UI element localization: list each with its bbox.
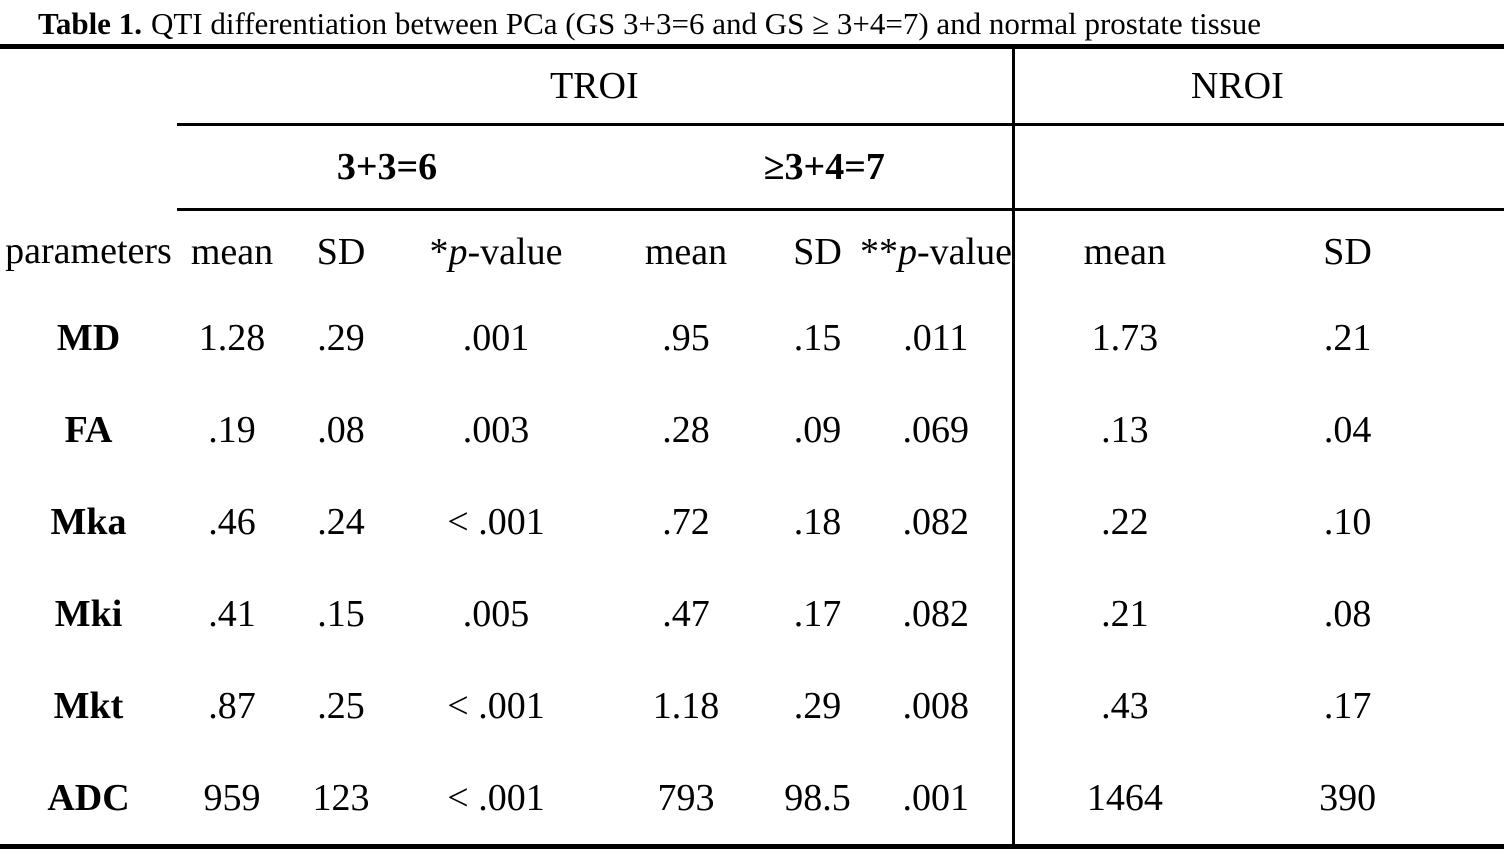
cell-troi6-mean: 959 xyxy=(203,777,261,819)
table-row-fa: FA .19 .08 .003 .28 .09 .069 .13 .04 xyxy=(0,384,1504,476)
pvalue-suffix: -value xyxy=(917,230,1012,273)
cell-troi6-sd: .24 xyxy=(317,501,365,543)
cell-troi6-pvalue: < .001 xyxy=(447,501,545,543)
cell-troi7-sd: 98.5 xyxy=(784,777,851,819)
caption-label: Table 1. xyxy=(38,6,142,41)
cell-troi7-pvalue: .001 xyxy=(860,752,1015,847)
cell-nroi-sd: .08 xyxy=(1323,593,1372,635)
cell-nroi-sd: .10 xyxy=(1323,501,1372,543)
cell-troi6-pvalue: < .001 xyxy=(447,777,545,819)
cell-troi6-mean: .19 xyxy=(208,409,256,451)
cell-nroi-mean: 1.73 xyxy=(1091,317,1159,359)
col-header-troi7-pvalue: **p-value xyxy=(860,209,1015,292)
cell-nroi-sd: .04 xyxy=(1323,409,1372,451)
subgroup-header-gs7: ≥3+4=7 xyxy=(597,124,1015,211)
cell-troi6-pvalue: .001 xyxy=(462,317,530,359)
cell-nroi-mean: .21 xyxy=(1101,593,1149,635)
table-row-mka: Mka .46 .24 < .001 .72 .18 .082 .22 .10 xyxy=(0,476,1504,568)
caption-text: QTI differentiation between PCa (GS 3+3=… xyxy=(150,6,1261,41)
header-spacer xyxy=(0,125,177,210)
header-spacer xyxy=(0,47,177,125)
row-label: Mka xyxy=(50,501,127,543)
cell-troi7-sd: .17 xyxy=(793,593,842,635)
cell-troi6-pvalue: .005 xyxy=(462,593,530,635)
cell-troi6-mean: .46 xyxy=(208,501,256,543)
table-row-adc: ADC 959 123 < .001 793 98.5 .001 1464 39… xyxy=(0,752,1504,847)
cell-nroi-mean: .43 xyxy=(1101,685,1149,727)
table-row-md: MD 1.28 .29 .001 .95 .15 .011 1.73 .21 xyxy=(0,292,1504,384)
col-header-troi6-mean: mean xyxy=(190,230,274,273)
pvalue-p: p xyxy=(898,230,917,273)
cell-nroi-sd: .21 xyxy=(1323,317,1372,359)
cell-troi7-mean: .72 xyxy=(662,501,710,543)
cell-nroi-mean: .13 xyxy=(1101,409,1149,451)
table-caption: Table 1. QTI differentiation between PCa … xyxy=(38,5,1261,43)
cell-troi7-pvalue: .011 xyxy=(860,292,1015,384)
row-label: Mkt xyxy=(53,685,124,727)
row-label: MD xyxy=(56,317,121,359)
cell-troi6-pvalue: .003 xyxy=(462,409,530,451)
cell-troi7-mean: .47 xyxy=(662,593,710,635)
pvalue-star: ** xyxy=(860,230,898,273)
cell-troi6-sd: .08 xyxy=(317,409,365,451)
col-header-troi7-sd: SD xyxy=(793,230,842,273)
cell-nroi-sd: 390 xyxy=(1319,777,1377,819)
subgroup-header-gs6: 3+3=6 xyxy=(177,124,597,211)
pvalue-suffix: -value xyxy=(467,230,563,273)
cell-troi6-mean: .41 xyxy=(208,593,256,635)
cell-troi7-mean: .95 xyxy=(662,317,710,359)
cell-troi7-mean: 1.18 xyxy=(652,685,720,727)
cell-nroi-mean: 1464 xyxy=(1086,777,1163,819)
row-label: FA xyxy=(64,409,113,451)
cell-troi7-mean: 793 xyxy=(657,777,715,819)
subgroup-header-row: 3+3=6 ≥3+4=7 xyxy=(0,124,1504,211)
cell-nroi-mean: .22 xyxy=(1101,501,1149,543)
subgroup-spacer-nroi xyxy=(1013,124,1504,211)
col-header-troi6-sd: SD xyxy=(316,230,366,273)
table-row-mkt: Mkt .87 .25 < .001 1.18 .29 .008 .43 .17 xyxy=(0,660,1504,752)
col-header-nroi-mean: mean xyxy=(1083,230,1166,273)
cell-troi6-sd: .25 xyxy=(317,685,365,727)
cell-troi7-pvalue: .082 xyxy=(860,476,1015,568)
cell-troi6-mean: 1.28 xyxy=(198,317,266,359)
cell-troi7-sd: .15 xyxy=(793,317,842,359)
cell-troi6-mean: .87 xyxy=(208,685,256,727)
group-header-row: TROI NROI xyxy=(0,46,1504,126)
cell-troi7-pvalue: .082 xyxy=(860,568,1015,660)
qti-table: TROI NROI 3+3=6 ≥3+4=7 parameters mean S… xyxy=(0,44,1504,849)
cell-troi7-sd: .29 xyxy=(793,685,842,727)
col-header-nroi-sd: SD xyxy=(1323,230,1372,273)
col-header-troi6-pvalue: *p-value xyxy=(395,210,597,293)
column-header-row: parameters mean SD *p-value mean SD **p-… xyxy=(0,209,1504,293)
row-label: Mki xyxy=(54,593,123,635)
cell-troi6-pvalue: < .001 xyxy=(447,685,545,727)
table-row-mki: Mki .41 .15 .005 .47 .17 .082 .21 .08 xyxy=(0,568,1504,660)
group-header-troi: TROI xyxy=(177,46,1015,126)
col-header-troi7-mean: mean xyxy=(644,230,728,273)
cell-troi7-sd: .09 xyxy=(793,409,842,451)
pvalue-star: * xyxy=(429,230,449,273)
group-header-nroi: NROI xyxy=(1013,46,1504,126)
cell-troi6-sd: .15 xyxy=(317,593,365,635)
pvalue-p: p xyxy=(448,230,468,273)
row-label: ADC xyxy=(47,777,130,819)
cell-troi6-sd: .29 xyxy=(317,317,365,359)
cell-nroi-sd: .17 xyxy=(1323,685,1372,727)
cell-troi7-pvalue: .008 xyxy=(860,660,1015,752)
cell-troi7-sd: .18 xyxy=(793,501,842,543)
cell-troi6-sd: 123 xyxy=(312,777,370,819)
col-header-parameters: parameters xyxy=(5,229,172,272)
cell-troi7-pvalue: .069 xyxy=(860,384,1015,476)
cell-troi7-mean: .28 xyxy=(662,409,710,451)
